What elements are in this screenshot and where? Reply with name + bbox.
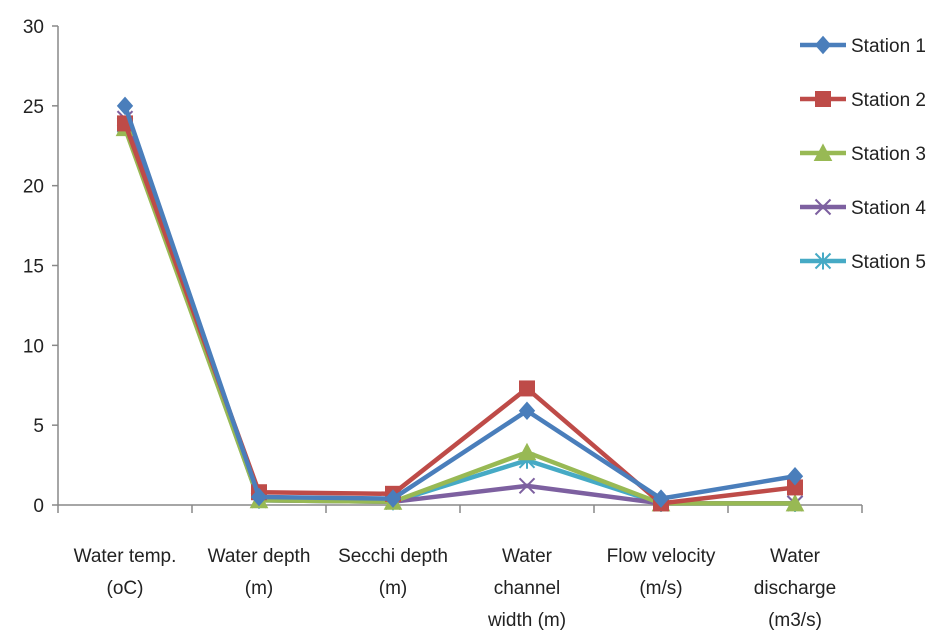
legend-marker-stroke: [814, 198, 832, 216]
legend: Station 1 Station 2 Station 3 Station 4 Stat…: [800, 35, 926, 273]
x-category-label-line: Water: [502, 546, 553, 567]
x-category-label-line: (m3/s): [768, 610, 822, 631]
series-line: [122, 122, 796, 506]
x-category-label-line: width (m): [487, 610, 566, 631]
x-category-label-line: (oC): [107, 578, 144, 599]
data-point: [652, 489, 670, 508]
legend-marker: [813, 143, 833, 161]
data-point: [518, 477, 536, 495]
series-4: [116, 110, 804, 512]
data-point: [518, 401, 536, 421]
x-category-label-line: channel: [494, 578, 561, 599]
data-point: [116, 96, 134, 116]
legend-item: Station 1: [800, 35, 926, 57]
y-tick-label: 25: [23, 97, 44, 118]
y-tick-label: 15: [23, 257, 44, 278]
x-category-label-line: Flow velocity: [607, 546, 716, 567]
x-category-label-line: discharge: [754, 578, 836, 599]
y-tick-label: 30: [23, 17, 44, 38]
x-category-label-line: Water depth: [208, 546, 311, 567]
series-layer: [115, 96, 805, 512]
x-category-label: Water channel width (m): [487, 546, 566, 631]
legend-item: Station 3: [800, 143, 926, 165]
data-point: [519, 380, 535, 397]
x-category-label-line: Secchi depth: [338, 546, 448, 567]
legend-item: Station 5: [800, 252, 926, 273]
data-point: [384, 489, 402, 508]
series-line: [122, 127, 795, 506]
series-line: [122, 105, 796, 501]
legend-label: Station 4: [851, 198, 926, 219]
x-category-label: Water discharge (m3/s): [754, 546, 836, 631]
legend-label: Station 3: [851, 144, 926, 165]
axes: 0 5 10 15 20 25 30 Water temp. (oC) Water depth (m…: [23, 17, 863, 631]
legend-marker: [815, 91, 831, 107]
legend-item: Station 2: [800, 90, 926, 111]
legend-marker: [814, 198, 832, 216]
legend-label: Station 5: [851, 252, 926, 273]
series-2: [117, 115, 803, 512]
x-category-label-line: Water temp.: [74, 546, 177, 567]
legend-label: Station 1: [851, 36, 926, 57]
y-tick-label: 10: [23, 336, 44, 357]
data-point: [517, 442, 537, 461]
y-tick-label: 20: [23, 177, 44, 198]
data-point: [250, 487, 268, 507]
data-point-stroke: [518, 477, 536, 495]
x-category-label-line: (m/s): [639, 578, 682, 599]
legend-marker: [814, 252, 832, 270]
series-1: [116, 96, 804, 508]
x-category-label-line: Water: [770, 546, 821, 567]
series-line: [122, 117, 795, 506]
y-tick-label: 0: [33, 496, 44, 517]
x-category-label-line: (m): [245, 578, 273, 599]
legend-label: Station 2: [851, 90, 926, 111]
x-category-label: Secchi depth (m): [338, 546, 448, 599]
legend-item: Station 4: [800, 198, 926, 219]
x-category-label-line: (m): [379, 578, 407, 599]
x-category-label: Water temp. (oC): [74, 546, 177, 599]
legend-marker: [814, 35, 832, 55]
data-point: [786, 467, 804, 486]
x-category-label: Water depth (m): [208, 546, 311, 599]
data-point: [785, 493, 805, 512]
x-category-label: Flow velocity (m/s): [607, 546, 716, 599]
series-line: [122, 124, 795, 506]
y-tick-label: 5: [33, 416, 44, 437]
